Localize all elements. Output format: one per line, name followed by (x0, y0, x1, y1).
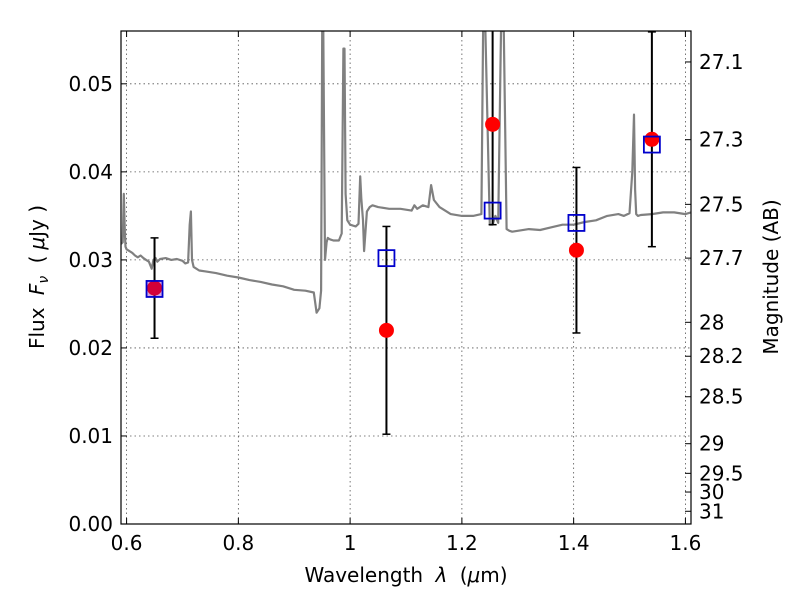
spectrum-line (121, 31, 691, 314)
y2-tick-label: 27.1 (699, 50, 744, 74)
x-axis-label: Wavelength λ (μm) (304, 563, 507, 587)
y2-axis-label: Magnitude (AB) (759, 199, 783, 354)
y2-tick-label: 29.5 (699, 461, 744, 485)
y2-tick-label: 27.7 (699, 246, 744, 270)
x-tick-label: 0.6 (111, 531, 143, 555)
observed-flux-point (485, 116, 501, 132)
x-tick-label: 0.8 (222, 531, 254, 555)
observed-flux-point (568, 242, 584, 258)
x-tick-label: 1.4 (558, 531, 590, 555)
observed-flux-point (378, 322, 394, 338)
plot-area (121, 31, 691, 435)
x-tick-label: 1.2 (446, 531, 478, 555)
y-tick-label: 0.05 (68, 72, 113, 96)
model-flux-square (377, 249, 396, 268)
observed-flux-point (644, 131, 660, 147)
model-flux-square (642, 135, 661, 154)
axis-ticks: 0.6 0.8 1 1.2 1.4 1.6 0.00 0.01 0.02 0.03 0.04 0.05… (68, 31, 744, 555)
y-tick-label: 0.04 (68, 160, 113, 184)
grid-lines (121, 31, 691, 525)
y2-tick-label: 28.2 (699, 344, 744, 368)
y2-tick-label: 27.3 (699, 128, 744, 152)
plot-frame (120, 30, 692, 525)
y2-tick-label: 30 (699, 480, 724, 504)
observed-flux-point (147, 280, 163, 296)
y-tick-label: 0.01 (68, 424, 113, 448)
y2-tick-label: 27.5 (699, 192, 744, 216)
x-tick-label: 1 (344, 531, 357, 555)
y2-tick-label: 31 (699, 499, 724, 523)
y-tick-label: 0.03 (68, 248, 113, 272)
y-axis-label: Flux Fν (μJy ) (25, 205, 53, 349)
y-tick-label: 0.00 (68, 512, 113, 536)
model-flux-square (567, 214, 586, 232)
y2-tick-label: 28.5 (699, 385, 744, 409)
x-tick-label: 1.6 (670, 531, 702, 555)
model-flux-square (145, 280, 164, 298)
y2-tick-label: 29 (699, 432, 724, 456)
model-flux-square (483, 201, 502, 220)
y-tick-label: 0.02 (68, 336, 113, 360)
y2-tick-label: 28 (699, 310, 724, 334)
